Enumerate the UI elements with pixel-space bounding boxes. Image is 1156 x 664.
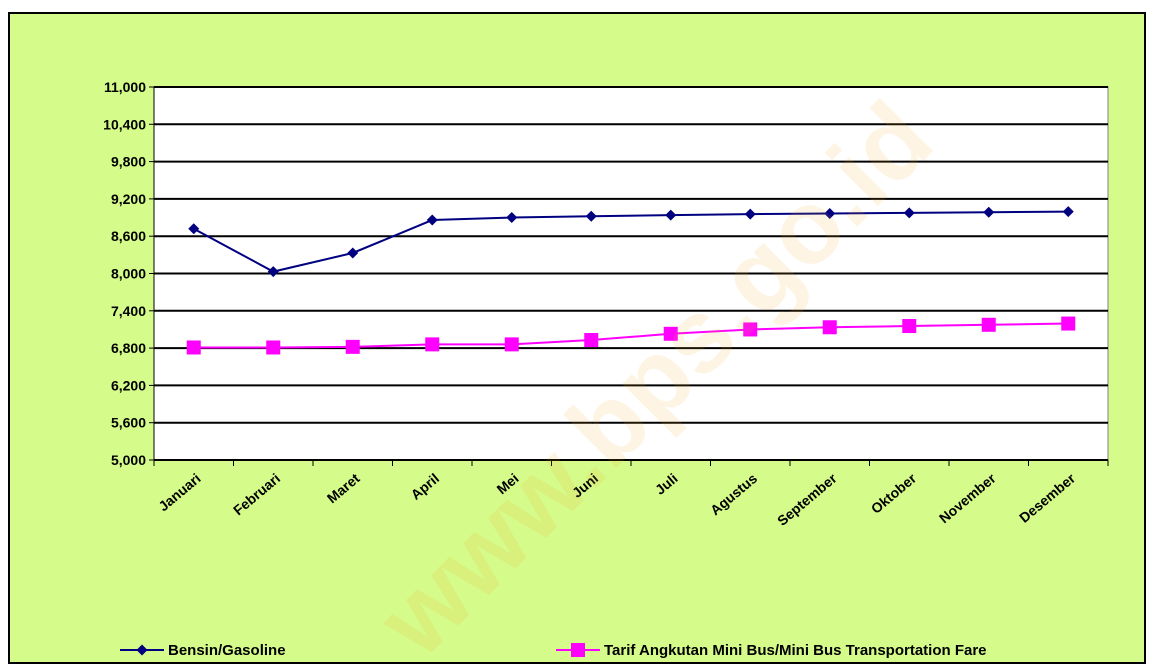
y-tick-label: 9,200 [111,191,146,207]
chart-frame: 5,000 5,600 6,200 6,800 7,400 8,000 8,600 9,200… [8,12,1146,664]
data-point [585,210,597,222]
x-tick-label: Desember [1016,470,1079,526]
x-tick-label: Agustus [707,470,760,518]
data-point [504,337,519,352]
y-axis: 5,000 5,600 6,200 6,800 7,400 8,000 8,600 9,200… [103,79,155,468]
y-tick-label: 9,800 [111,154,146,170]
data-point [584,333,599,348]
y-tick-label: 8,600 [111,228,146,244]
data-point [347,247,359,259]
y-tick-label: 5,000 [111,452,146,468]
data-point [902,319,917,334]
legend-label: Bensin/Gasoline [168,642,286,659]
data-point [426,214,438,226]
legend-label: Tarif Angkutan Mini Bus/Mini Bus Transpo… [604,642,987,659]
x-tick-label: November [936,470,999,527]
y-tick-label: 6,800 [111,340,146,356]
data-point [983,206,995,218]
data-point [571,643,585,657]
y-tick-label: 5,600 [111,415,146,431]
data-point [136,644,148,656]
data-point [903,207,915,219]
data-point [425,337,440,352]
data-point [188,223,200,235]
data-point [744,208,756,220]
x-tick-label: Maret [324,470,363,506]
x-tick-label: Januari [155,470,203,514]
series-line [193,210,1069,273]
y-tick-label: 6,200 [111,377,146,393]
x-tick-label: September [774,470,840,529]
y-tick-label: 10,400 [103,116,146,132]
data-point [981,317,996,332]
gridlines [154,86,1108,424]
data-point [824,208,836,220]
x-tick-label: April [407,470,442,503]
data-point [1061,316,1076,331]
data-point [743,322,758,337]
line-chart: 5,000 5,600 6,200 6,800 7,400 8,000 8,600 9,200… [103,79,1109,662]
y-tick-label: 11,000 [104,79,146,95]
y-tick-label: 7,400 [111,303,146,319]
data-point [1062,206,1074,218]
series-line [193,322,1069,349]
series-group [186,206,1076,355]
x-tick-label: Oktober [868,470,920,517]
data-point [266,340,281,355]
data-point [186,340,201,355]
x-tick-label: Juli [652,470,681,498]
legend: Bensin/Gasoline Tarif Angkutan Mini Bus/M… [120,642,987,659]
data-point [345,339,360,354]
x-tick-label: Februari [230,470,283,518]
data-point [506,212,518,224]
data-point [822,320,837,335]
data-point [267,266,279,278]
data-point [665,209,677,221]
y-tick-label: 8,000 [111,266,146,282]
data-point [663,326,678,341]
